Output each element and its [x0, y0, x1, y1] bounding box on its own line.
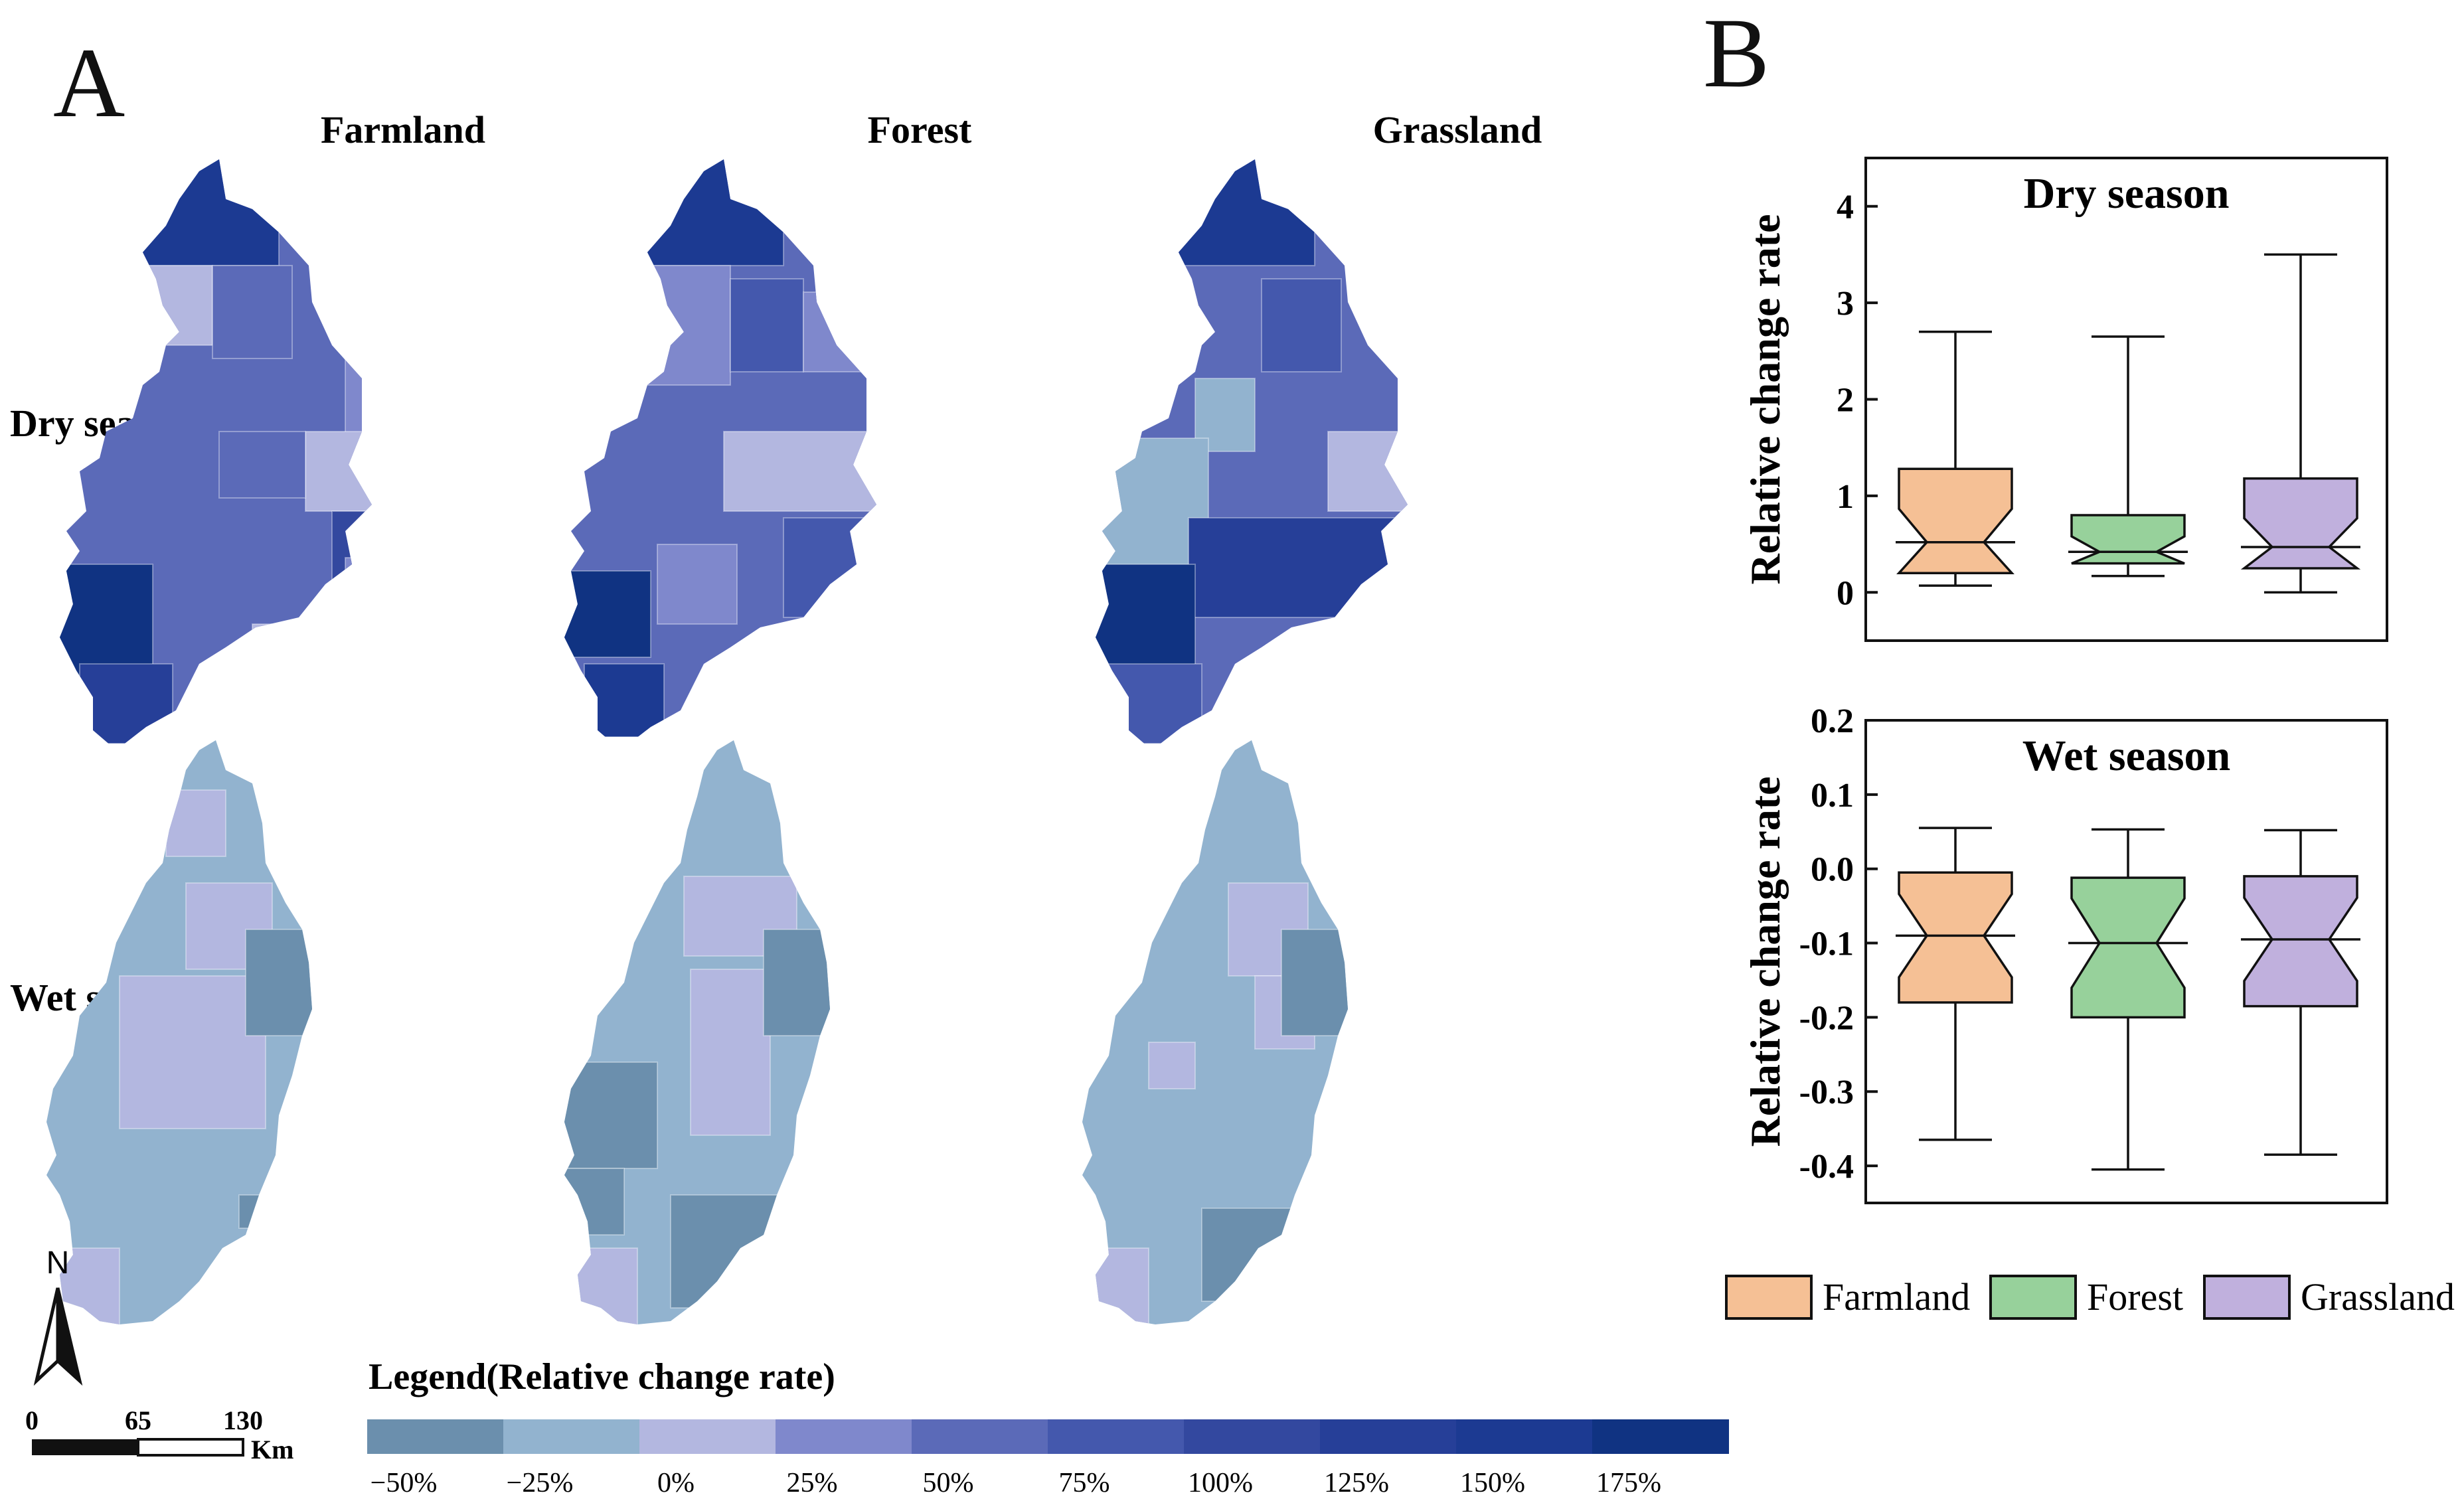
y-axis-label: Relative change rate — [1742, 214, 1789, 584]
box-body — [2070, 876, 2186, 1019]
subplot-title: Dry season — [2024, 169, 2230, 218]
legend-tick-4: 50% — [923, 1468, 974, 1498]
north-label: N — [46, 1245, 70, 1281]
north-arrow-icon — [33, 1287, 60, 1386]
y-tick-label: 0.0 — [1811, 851, 1854, 889]
map-grassland-dry — [1096, 159, 1408, 744]
legend-label-grassland: Grassland — [2301, 1275, 2455, 1318]
box-forest — [2068, 335, 2188, 578]
scale-unit: Km — [251, 1435, 293, 1465]
legend-swatch-1 — [503, 1419, 640, 1454]
legend-swatch-grassland — [2203, 1275, 2291, 1320]
box-body — [1898, 871, 2013, 1004]
map-forest-wet — [564, 740, 830, 1324]
legend-swatch-8 — [1456, 1419, 1593, 1454]
box-farmland — [1896, 330, 2015, 587]
scale-tick-65: 65 — [125, 1405, 151, 1435]
legend-swatch-forest — [1989, 1275, 2077, 1320]
column-header-grassland: Grassland — [1373, 108, 1542, 151]
y-tick-label: 0.2 — [1811, 702, 1854, 740]
plot-frame — [1864, 719, 2388, 1204]
legend-tick-6: 100% — [1188, 1468, 1253, 1498]
box-grassland — [2241, 829, 2360, 1156]
y-tick-label: -0.4 — [1799, 1148, 1854, 1186]
box-grassland — [2240, 253, 2361, 594]
legend-swatch-0 — [367, 1419, 504, 1454]
y-axis-label: Relative change rate — [1742, 776, 1789, 1147]
box-body — [2240, 477, 2361, 570]
y-tick-label: 0.1 — [1811, 777, 1854, 815]
map-grassland-wet — [1082, 740, 1348, 1324]
legend-swatch-4 — [912, 1419, 1048, 1454]
box-forest — [2068, 828, 2188, 1171]
y-tick-label: 4 — [1837, 189, 1854, 226]
legend-swatch-2 — [639, 1419, 776, 1454]
boxplot-wet: Wet season Relative change rate 0.2 0.1 0.0 -… — [1742, 702, 2388, 1204]
y-tick-label: 2 — [1837, 382, 1854, 420]
legend-label-forest: Forest — [2087, 1275, 2183, 1318]
y-tick-label: 3 — [1837, 285, 1854, 323]
scale-tick-0: 0 — [25, 1405, 39, 1435]
y-tick-label: 1 — [1837, 478, 1854, 516]
panel-a-label: A — [53, 28, 125, 138]
map-forest-dry — [564, 159, 876, 738]
legend-swatch-5 — [1048, 1419, 1185, 1454]
box-body — [1896, 467, 2014, 574]
legend-swatch-6 — [1184, 1419, 1321, 1454]
box-farmland — [1896, 827, 2015, 1141]
legend-label-farmland: Farmland — [1823, 1275, 1970, 1318]
legend-title: Legend(Relative change rate) — [369, 1356, 835, 1397]
y-tick-label: 0 — [1837, 574, 1854, 612]
north-arrow: N — [33, 1245, 83, 1386]
y-tick-label: -0.3 — [1799, 1073, 1854, 1111]
legend-tick-2: 0% — [657, 1468, 695, 1498]
legend-tick-3: 25% — [787, 1468, 838, 1498]
scale-tick-130: 130 — [223, 1405, 263, 1435]
legend-swatch-9 — [1592, 1419, 1729, 1454]
legend-swatch-7 — [1320, 1419, 1457, 1454]
legend-swatch-3 — [776, 1419, 912, 1454]
legend-tick-5: 75% — [1059, 1468, 1110, 1498]
y-tick-label: -0.1 — [1799, 925, 1854, 963]
color-legend: Legend(Relative change rate) −50% −25% 0% 2… — [367, 1356, 1729, 1498]
box-body — [2070, 514, 2186, 565]
boxplot-dry: Dry season Relative change rate 0 1 2 3 4 — [1742, 157, 2388, 642]
legend-tick-7: 125% — [1324, 1468, 1389, 1498]
column-header-farmland: Farmland — [321, 108, 485, 151]
box-legend: Farmland Forest Grassland — [1725, 1275, 2455, 1320]
legend-swatch-farmland — [1725, 1275, 1813, 1320]
map-farmland-wet — [46, 740, 312, 1324]
legend-tick-1: −25% — [507, 1468, 574, 1498]
column-header-forest: Forest — [868, 108, 972, 151]
y-tick-label: -0.2 — [1799, 999, 1854, 1037]
box-body — [2243, 875, 2358, 1008]
legend-tick-0: −50% — [370, 1468, 438, 1498]
subplot-title: Wet season — [2022, 732, 2231, 780]
scale-bar: 0 65 130 Km — [25, 1405, 293, 1465]
panel-b-label: B — [1703, 0, 1769, 108]
legend-tick-9: 175% — [1596, 1468, 1661, 1498]
legend-tick-8: 150% — [1460, 1468, 1525, 1498]
